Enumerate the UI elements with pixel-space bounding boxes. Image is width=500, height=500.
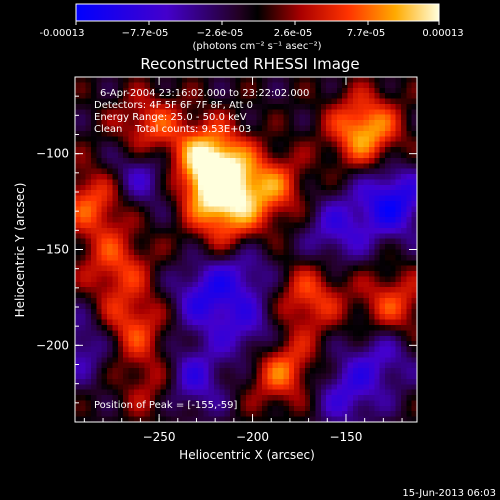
y-axis-label: Heliocentric Y (arcsec) — [13, 183, 27, 318]
colorbar-ticks — [75, 21, 440, 25]
colorbar-tick-2: −2.6e-05 — [197, 28, 244, 39]
x-axis-label: Heliocentric X (arcsec) — [179, 448, 315, 462]
heatmap-image — [75, 77, 417, 422]
axis-ticks: −250 −200 −150 −100 −150 −200 — [36, 77, 417, 444]
y-tick-label: −100 — [36, 147, 69, 161]
info-detectors: Detectors: 4F 5F 6F 7F 8F, Att 0 — [94, 100, 253, 111]
colorbar-tick-5: 0.00013 — [422, 28, 463, 39]
colorbar-tick-4: 7.7e-05 — [347, 28, 385, 39]
colorbar-tick-3: 2.6e-05 — [274, 28, 312, 39]
colorbar-unit-label: (photons cm⁻² s⁻¹ asec⁻²) — [192, 41, 321, 52]
x-tick-label: −250 — [143, 430, 176, 444]
info-clean-counts: Clean Total counts: 9.53E+03 — [94, 124, 251, 135]
y-tick-label: −150 — [36, 243, 69, 257]
x-tick-label: −200 — [236, 430, 269, 444]
colorbar-tick-0: -0.00013 — [40, 28, 85, 39]
y-tick-label: −200 — [36, 338, 69, 352]
chart-title: Reconstructed RHESSI Image — [140, 55, 359, 73]
info-energy-range: Energy Range: 25.0 - 50.0 keV — [94, 112, 247, 123]
colorbar — [75, 3, 440, 22]
x-tick-label: −150 — [329, 430, 362, 444]
footer-timestamp: 15-Jun-2013 06:03 — [402, 488, 496, 499]
colorbar-tick-1: −7.7e-05 — [122, 28, 169, 39]
peak-position-label: Position of Peak = [-155,-59] — [94, 400, 238, 411]
info-time-range: 6-Apr-2004 23:16:02.000 to 23:22:02.000 — [100, 88, 309, 99]
